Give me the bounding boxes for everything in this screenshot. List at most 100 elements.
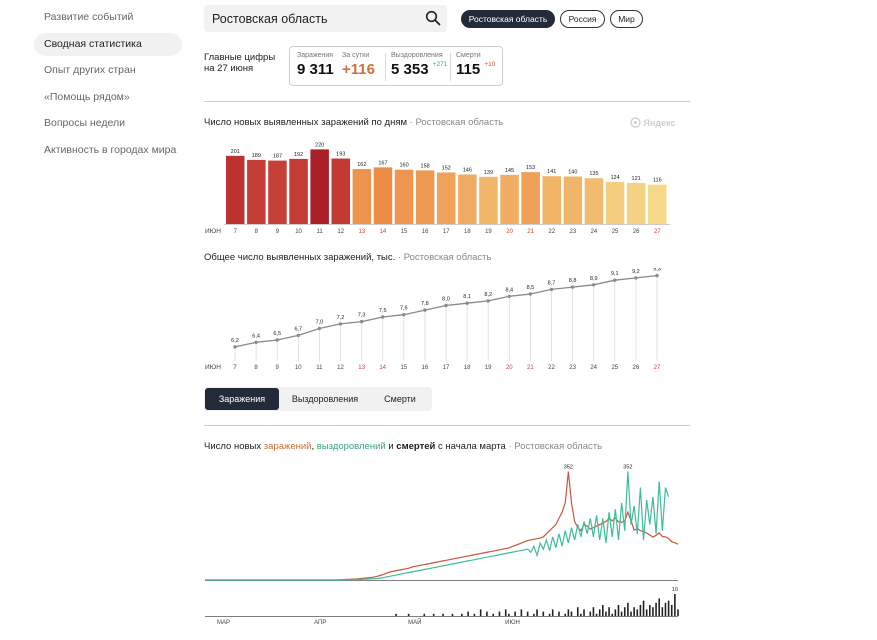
x-tick-label: 9: [276, 229, 280, 235]
march-title-infections: заражений: [263, 441, 312, 452]
march-title-suffix: с начала марта: [435, 441, 506, 452]
data-point: [592, 283, 596, 287]
death-bar: [627, 602, 629, 616]
region-pill-rostov[interactable]: Ростовская область: [461, 10, 555, 28]
data-point: [359, 319, 364, 324]
search-input[interactable]: [204, 5, 419, 32]
infected-value: 9 311: [297, 61, 334, 78]
x-tick-label: 15: [401, 229, 408, 235]
region-search: [204, 5, 447, 32]
bar: [415, 170, 435, 224]
deaths-delta: +10: [484, 61, 496, 68]
x-tick-label: 12: [337, 365, 344, 371]
point-value-label: 9,3: [653, 268, 661, 273]
x-tick-label: 26: [633, 229, 640, 235]
march-title-comma: ,: [311, 441, 317, 452]
death-bar: [479, 609, 482, 616]
daily-chart-title: Число новых выявленных заражений по дням…: [204, 117, 503, 128]
death-bar: [645, 609, 648, 616]
march-title-and: и: [385, 441, 397, 452]
x-tick-label: 27: [654, 229, 661, 235]
point-value-label: 7,6: [400, 306, 408, 312]
death-bar: [423, 613, 426, 616]
search-icon[interactable]: [425, 10, 441, 26]
death-bar: [620, 611, 623, 616]
death-bar: [642, 600, 645, 616]
x-tick-label: 12: [337, 229, 344, 235]
x-tick-label: 16: [422, 365, 429, 371]
data-point: [507, 294, 511, 298]
death-bar: [649, 605, 651, 616]
yandex-watermark-text: Яндекс: [643, 118, 676, 128]
death-bar: [589, 611, 592, 616]
bar-value-label: 193: [336, 152, 345, 158]
x-tick-label: 22: [548, 229, 555, 235]
month-label: МАР: [217, 620, 230, 626]
month-label: ИЮН: [505, 620, 520, 626]
daily-chart-title-region: · Ростовская область: [409, 117, 504, 128]
death-bar: [598, 609, 601, 616]
death-bar: [407, 613, 410, 616]
bar-value-label: 141: [547, 169, 556, 175]
bar: [289, 158, 308, 224]
sidebar-item-week-questions[interactable]: Вопросы недели: [44, 117, 125, 129]
sidebar-item-world-activity[interactable]: Активность в городах мира: [44, 143, 177, 156]
x-tick-label: 17: [443, 229, 450, 235]
point-value-label: 8,5: [527, 285, 535, 291]
recovered-stat: Выздоровления 5 353 +271: [391, 52, 447, 78]
x-tick-label: 20: [506, 365, 513, 371]
data-point: [254, 340, 258, 344]
death-bar: [611, 613, 614, 616]
key-figures-title-line1: Главные цифры: [204, 52, 276, 63]
death-bar: [451, 613, 454, 616]
x-tick-label: 25: [612, 229, 619, 235]
point-value-label: 9,1: [611, 271, 619, 277]
death-bar: [548, 613, 551, 616]
month-label: ИЮН: [205, 364, 221, 371]
tab-deaths[interactable]: Смерти: [384, 394, 416, 404]
recovered-value: 5 353: [391, 61, 429, 78]
point-value-label: 7,5: [379, 308, 387, 314]
x-tick-label: 15: [400, 365, 407, 371]
tab-recoveries[interactable]: Выздоровления: [291, 394, 359, 404]
x-tick-label: 9: [276, 365, 280, 371]
x-tick-label: 19: [485, 229, 492, 235]
point-value-label: 8,9: [590, 276, 598, 282]
sidebar-item-other-countries[interactable]: Опыт других стран: [44, 64, 136, 76]
data-point: [338, 322, 343, 326]
month-label: МАЙ: [408, 618, 421, 626]
month-label: АПР: [314, 620, 326, 626]
death-bar: [498, 611, 501, 616]
bar-value-label: 201: [231, 149, 240, 155]
data-point: [570, 285, 575, 289]
bar-value-label: 192: [294, 152, 303, 158]
region-pill-russia[interactable]: Россия: [560, 10, 605, 28]
tab-infections[interactable]: Заражения: [205, 388, 279, 410]
x-tick-label: 17: [443, 365, 450, 371]
x-tick-label: 11: [316, 365, 323, 371]
data-point: [423, 308, 427, 312]
sidebar-item-summary[interactable]: Сводная статистика: [34, 32, 182, 56]
bar: [331, 158, 350, 224]
sidebar-item-events[interactable]: Развитие событий: [44, 11, 134, 23]
region-pill-world[interactable]: Мир: [610, 10, 643, 28]
key-figures-box: Заражения 9 311 За сутки +116 Выздоровле…: [289, 46, 503, 86]
key-figures-title: Главные цифры на 27 июня: [204, 52, 284, 74]
month-label: ИЮН: [205, 228, 221, 235]
section-divider: [204, 425, 690, 426]
death-bar: [536, 609, 538, 616]
x-tick-label: 24: [591, 229, 598, 235]
x-tick-label: 10: [295, 229, 302, 235]
x-tick-label: 8: [254, 365, 258, 371]
x-tick-label: 23: [570, 229, 577, 235]
x-tick-label: 10: [295, 365, 302, 371]
key-figures-date: на 27 июня: [204, 63, 254, 74]
x-tick-label: 13: [358, 365, 365, 371]
bar-value-label: 152: [442, 165, 451, 171]
bar: [563, 176, 583, 224]
bar: [394, 169, 414, 224]
death-bar: [592, 607, 595, 616]
sidebar-item-help-nearby[interactable]: «Помощь рядом»: [44, 90, 130, 103]
death-bar: [630, 611, 632, 616]
point-value-label: 7,3: [358, 313, 366, 319]
